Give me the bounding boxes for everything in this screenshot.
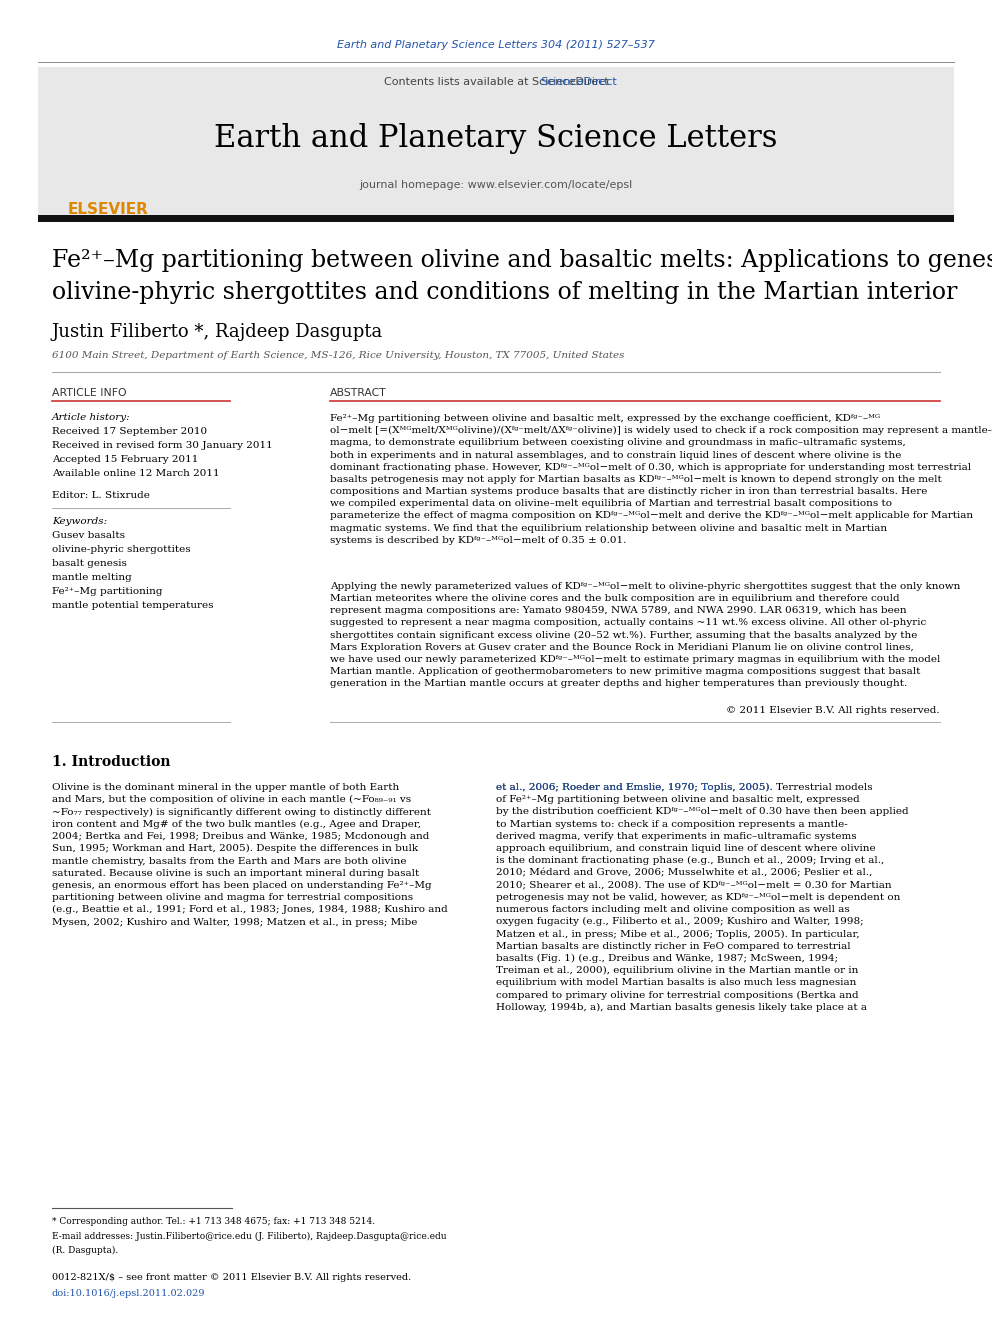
Text: Fe²⁺–Mg partitioning: Fe²⁺–Mg partitioning: [52, 587, 163, 597]
Text: Fe²⁺–Mg partitioning between olivine and basaltic melts: Applications to genesis: Fe²⁺–Mg partitioning between olivine and…: [52, 249, 992, 271]
Text: ELSEVIER: ELSEVIER: [67, 202, 149, 217]
Text: Gusev basalts: Gusev basalts: [52, 532, 125, 541]
Text: Received 17 September 2010: Received 17 September 2010: [52, 427, 207, 437]
Text: mantle potential temperatures: mantle potential temperatures: [52, 602, 213, 610]
Text: doi:10.1016/j.epsl.2011.02.029: doi:10.1016/j.epsl.2011.02.029: [52, 1290, 205, 1298]
Text: E-mail addresses: Justin.Filiberto@rice.edu (J. Filiberto), Rajdeep.Dasgupta@ric: E-mail addresses: Justin.Filiberto@rice.…: [52, 1232, 446, 1241]
Text: (R. Dasgupta).: (R. Dasgupta).: [52, 1245, 118, 1254]
Text: © 2011 Elsevier B.V. All rights reserved.: © 2011 Elsevier B.V. All rights reserved…: [726, 706, 940, 714]
Text: 1. Introduction: 1. Introduction: [52, 755, 171, 769]
Text: Earth and Planetary Science Letters: Earth and Planetary Science Letters: [214, 123, 778, 153]
Text: 6100 Main Street, Department of Earth Science, MS-126, Rice University, Houston,: 6100 Main Street, Department of Earth Sc…: [52, 351, 625, 360]
Text: Fe²⁺–Mg partitioning between olivine and basaltic melt, expressed by the exchang: Fe²⁺–Mg partitioning between olivine and…: [330, 414, 992, 545]
Text: ARTICLE INFO: ARTICLE INFO: [52, 388, 127, 398]
Bar: [38, 216, 954, 222]
Text: Article history:: Article history:: [52, 414, 131, 422]
Text: Received in revised form 30 January 2011: Received in revised form 30 January 2011: [52, 442, 273, 451]
Text: journal homepage: www.elsevier.com/locate/epsl: journal homepage: www.elsevier.com/locat…: [359, 180, 633, 191]
Text: ABSTRACT: ABSTRACT: [330, 388, 387, 398]
Text: ScienceDirect: ScienceDirect: [540, 77, 617, 87]
Text: olivine-phyric shergottites: olivine-phyric shergottites: [52, 545, 190, 554]
Text: Olivine is the dominant mineral in the upper mantle of both Earth
and Mars, but : Olivine is the dominant mineral in the u…: [52, 783, 447, 926]
Text: Available online 12 March 2011: Available online 12 March 2011: [52, 470, 219, 479]
Text: basalt genesis: basalt genesis: [52, 560, 127, 569]
Text: Contents lists available at ScienceDirect: Contents lists available at ScienceDirec…: [384, 77, 608, 87]
Text: Accepted 15 February 2011: Accepted 15 February 2011: [52, 455, 198, 464]
Text: et al., 2006; Roeder and Emslie, 1970; Toplis, 2005).: et al., 2006; Roeder and Emslie, 1970; T…: [496, 783, 773, 792]
Text: Justin Filiberto *, Rajdeep Dasgupta: Justin Filiberto *, Rajdeep Dasgupta: [52, 323, 383, 341]
Text: * Corresponding author. Tel.: +1 713 348 4675; fax: +1 713 348 5214.: * Corresponding author. Tel.: +1 713 348…: [52, 1217, 375, 1226]
Text: olivine-phyric shergottites and conditions of melting in the Martian interior: olivine-phyric shergottites and conditio…: [52, 280, 957, 303]
Text: Applying the newly parameterized values of KDᶠᶢ⁻–ᴹᴳol−melt to olivine-phyric she: Applying the newly parameterized values …: [330, 582, 960, 688]
Text: mantle melting: mantle melting: [52, 573, 132, 582]
Bar: [38, 67, 954, 216]
Text: 0012-821X/$ – see front matter © 2011 Elsevier B.V. All rights reserved.: 0012-821X/$ – see front matter © 2011 El…: [52, 1274, 412, 1282]
Text: Editor: L. Stixrude: Editor: L. Stixrude: [52, 492, 150, 500]
Text: Earth and Planetary Science Letters 304 (2011) 527–537: Earth and Planetary Science Letters 304 …: [337, 40, 655, 50]
Text: Keywords:: Keywords:: [52, 517, 107, 527]
Text: et al., 2006; Roeder and Emslie, 1970; Toplis, 2005). Terrestrial models
of Fe²⁺: et al., 2006; Roeder and Emslie, 1970; T…: [496, 783, 909, 1012]
